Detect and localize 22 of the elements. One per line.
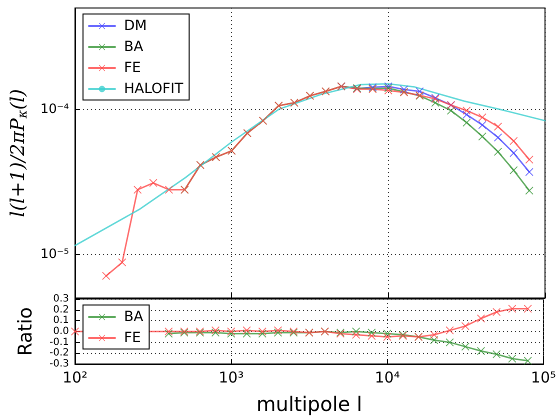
y-tick-label: 0.3 (53, 294, 69, 304)
x-tick-label: 10² (62, 368, 88, 386)
y-tick-label: -0.2 (49, 348, 69, 359)
legend-label: DM (124, 18, 147, 34)
legend-label: HALOFIT (124, 81, 184, 97)
y-tick-label: 0.1 (53, 315, 69, 326)
x-axis-title: multipole l (256, 392, 362, 416)
y-tick-label: -0.1 (49, 336, 69, 348)
y-axis-title: l(l+1)/2πPκ(l) (6, 88, 30, 218)
y-axis-title: Ratio (14, 307, 36, 356)
legend-label: FE (124, 60, 141, 76)
legend-label: BA (124, 309, 144, 325)
y-tick-label: 10⁻⁴ (40, 102, 69, 117)
y-tick-label: 10⁻⁵ (40, 246, 69, 262)
y-tick-label: 0.0 (53, 326, 69, 337)
legend-label: FE (124, 330, 141, 346)
legend-label: BA (124, 39, 144, 55)
y-tick-label: -0.3 (49, 358, 69, 370)
x-tick-label: 10⁴ (374, 368, 400, 386)
y-tick-label: 0.2 (53, 304, 69, 316)
x-tick-label: 10³ (218, 368, 244, 386)
x-tick-label: 10⁵ (530, 368, 556, 386)
